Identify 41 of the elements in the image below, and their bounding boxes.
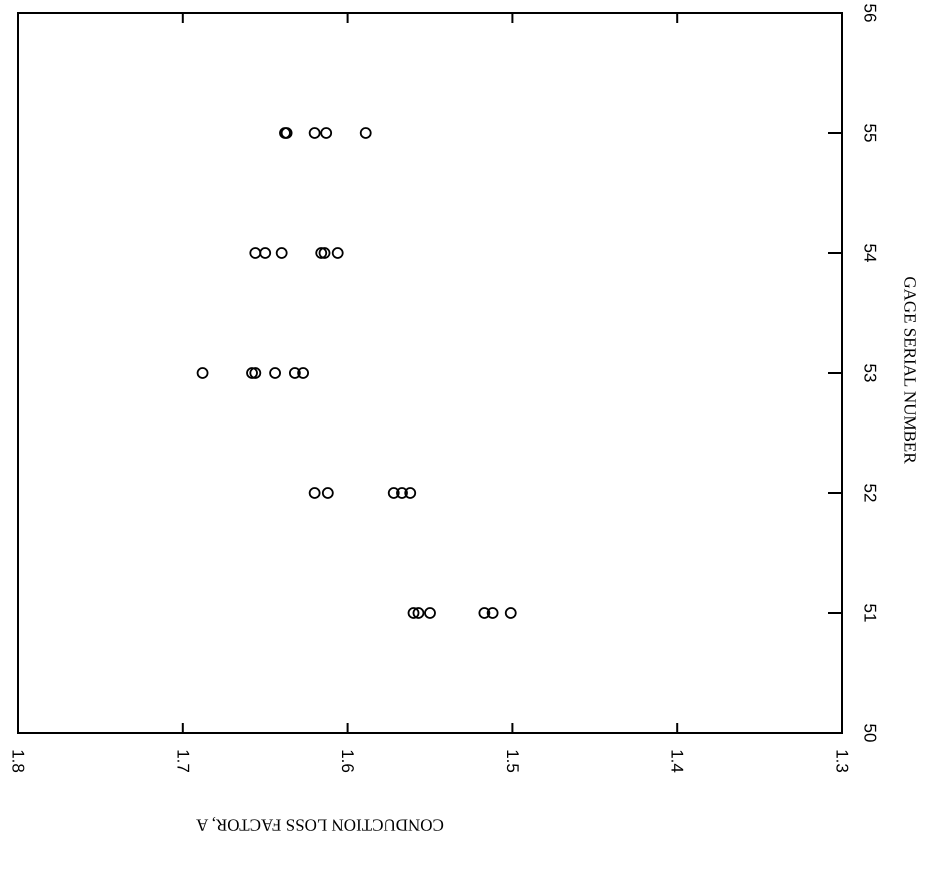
x-tick-label: 1.6	[338, 749, 358, 773]
y-tick-label: 53	[860, 364, 880, 382]
y-tick-label: 54	[860, 244, 880, 262]
y-tick-label: 56	[860, 4, 880, 22]
x-tick-label: 1.5	[502, 749, 522, 773]
point	[288, 367, 301, 379]
point	[308, 127, 321, 139]
point	[404, 487, 416, 499]
point	[478, 607, 490, 619]
point	[249, 247, 262, 259]
point	[269, 367, 281, 379]
y-tick-label: 50	[860, 724, 880, 742]
x-tick-label: 1.4	[668, 749, 687, 773]
point	[320, 127, 332, 139]
point	[276, 247, 288, 259]
y-tick-label: 55	[860, 124, 880, 142]
point	[297, 367, 310, 379]
x-tick-label: 1.8	[8, 749, 28, 773]
point	[259, 247, 272, 259]
point	[388, 487, 400, 499]
point	[396, 487, 408, 499]
point	[332, 247, 344, 259]
y-tick-label: 51	[860, 604, 880, 622]
point	[504, 607, 517, 619]
point	[408, 607, 420, 619]
y-axis-title: GAGE SERIAL NUMBER	[900, 276, 920, 464]
point	[360, 127, 372, 139]
point	[486, 607, 499, 619]
point	[249, 367, 262, 379]
y-tick-label: 52	[860, 484, 880, 502]
point	[196, 367, 208, 379]
point	[308, 487, 321, 499]
point	[246, 367, 258, 379]
x-tick-label: 1.7	[173, 749, 192, 773]
x-tick-label: 1.3	[832, 749, 852, 773]
point	[412, 607, 424, 619]
point	[322, 487, 334, 499]
point	[318, 247, 330, 259]
x-axis-title: CONDUCTION LOSS FACTOR, A	[195, 816, 444, 834]
point	[424, 607, 436, 619]
point	[315, 247, 328, 259]
